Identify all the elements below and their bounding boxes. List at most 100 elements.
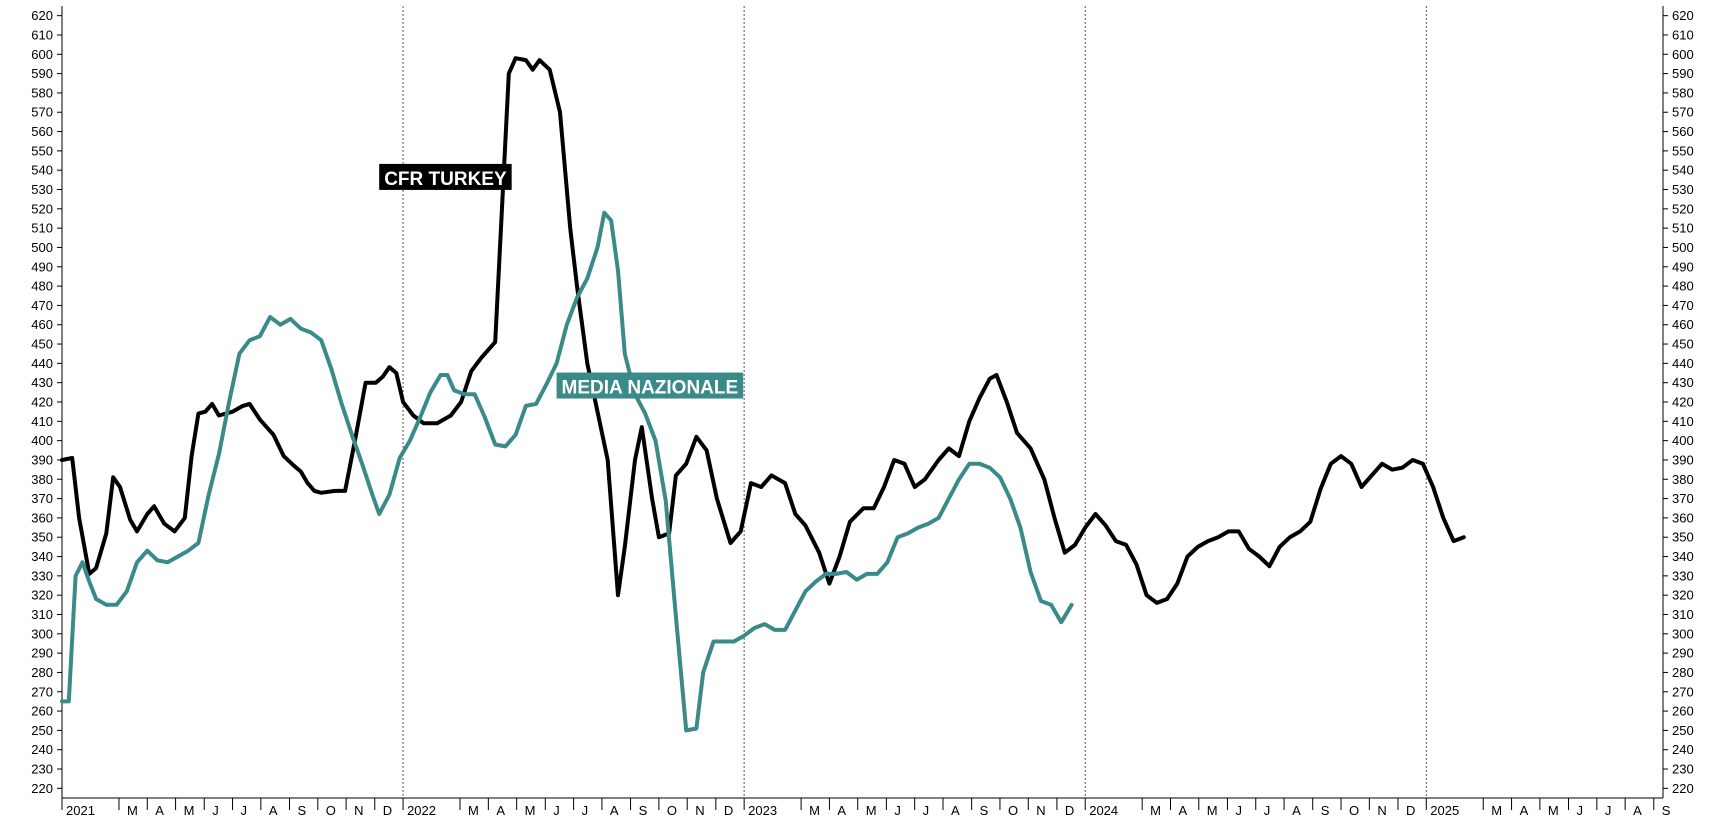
y-tick-label-left: 330: [31, 568, 53, 583]
series-label-text: MEDIA NAZIONALE: [562, 378, 739, 399]
y-tick-label-left: 260: [31, 704, 53, 719]
y-tick-label-left: 590: [31, 66, 53, 81]
y-tick-label-right: 530: [1672, 182, 1694, 197]
y-tick-label-right: 240: [1672, 742, 1694, 757]
x-month-label: M: [468, 803, 479, 818]
y-tick-label-right: 380: [1672, 472, 1694, 487]
y-tick-label-left: 350: [31, 530, 53, 545]
x-month-label: J: [1605, 803, 1612, 818]
x-month-label: M: [866, 803, 877, 818]
y-tick-label-right: 570: [1672, 105, 1694, 120]
x-month-label: M: [127, 803, 138, 818]
y-tick-label-left: 580: [31, 85, 53, 100]
y-tick-label-left: 620: [31, 8, 53, 23]
x-month-label: J: [894, 803, 901, 818]
x-year-label: 2022: [407, 803, 436, 818]
x-axis: 2021 M A M J J A S O N D 2022 M A M J J A S O N D 2023 M A M J J A S O…: [61, 798, 1671, 818]
x-year-label: 2021: [66, 803, 95, 818]
y-tick-label-left: 270: [31, 684, 53, 699]
x-month-label: O: [1349, 803, 1359, 818]
y-tick-label-left: 290: [31, 646, 53, 661]
y-tick-label-left: 230: [31, 762, 53, 777]
x-month-label: N: [354, 803, 363, 818]
y-tick-label-right: 230: [1672, 762, 1694, 777]
y-tick-label-right: 470: [1672, 298, 1694, 313]
x-month-label: O: [1008, 803, 1018, 818]
y-tick-label-right: 560: [1672, 124, 1694, 139]
series-label-text: CFR TURKEY: [384, 169, 507, 190]
x-month-label: M: [1548, 803, 1559, 818]
series-label-box: [556, 372, 744, 399]
y-tick-label-right: 440: [1672, 356, 1694, 371]
series-labels: CFR TURKEY MEDIA NAZIONALE: [379, 163, 744, 399]
series-line-0: [60, 56, 1466, 605]
x-month-label: M: [184, 803, 195, 818]
y-tick-label-left: 300: [31, 626, 53, 641]
y-tick-label-right: 430: [1672, 375, 1694, 390]
x-month-label: M: [809, 803, 820, 818]
series-label-1: MEDIA NAZIONALE: [556, 372, 744, 399]
y-tick-label-left: 320: [31, 588, 53, 603]
x-month-label: A: [269, 803, 278, 818]
x-month-label: J: [923, 803, 930, 818]
y-tick-label-left: 400: [31, 433, 53, 448]
y-tick-label-right: 360: [1672, 510, 1694, 525]
x-month-label: A: [610, 803, 619, 818]
y-tick-label-left: 480: [31, 279, 53, 294]
x-month-label: N: [695, 803, 704, 818]
y-tick-label-right: 600: [1672, 47, 1694, 62]
y-tick-label-left: 280: [31, 665, 53, 680]
y-tick-label-right: 450: [1672, 337, 1694, 352]
y-tick-label-left: 220: [31, 781, 53, 796]
y-tick-label-left: 250: [31, 723, 53, 738]
y-tick-label-left: 370: [31, 491, 53, 506]
x-month-label: A: [1292, 803, 1301, 818]
y-tick-label-right: 270: [1672, 684, 1694, 699]
y-tick-label-left: 410: [31, 414, 53, 429]
y-tick-label-right: 290: [1672, 646, 1694, 661]
y-tick-label-right: 340: [1672, 549, 1694, 564]
y-tick-label-left: 530: [31, 182, 53, 197]
y-tick-label-right: 390: [1672, 452, 1694, 467]
x-month-label: M: [1207, 803, 1218, 818]
x-month-label: S: [297, 803, 306, 818]
y-tick-label-right: 370: [1672, 491, 1694, 506]
y-tick-label-right: 250: [1672, 723, 1694, 738]
y-tick-label-right: 320: [1672, 588, 1694, 603]
x-month-label: J: [212, 803, 219, 818]
y-tick-label-right: 480: [1672, 279, 1694, 294]
x-month-label: J: [1235, 803, 1242, 818]
x-month-label: J: [1264, 803, 1271, 818]
y-tick-label-right: 400: [1672, 433, 1694, 448]
year-gridlines: [402, 6, 1427, 798]
x-month-label: O: [326, 803, 336, 818]
y-tick-label-left: 540: [31, 163, 53, 178]
y-tick-label-right: 510: [1672, 221, 1694, 236]
plot-frame: [61, 6, 1664, 799]
y-tick-label-right: 300: [1672, 626, 1694, 641]
y-tick-label-left: 510: [31, 221, 53, 236]
y-tick-label-left: 420: [31, 395, 53, 410]
y-tick-label-right: 260: [1672, 704, 1694, 719]
y-axis-left: 220 230 240 250 260 270 280 290 300 310 320 330 340 3…: [31, 8, 62, 796]
x-year-label: 2025: [1430, 803, 1459, 818]
x-month-label: M: [525, 803, 536, 818]
x-month-label: J: [582, 803, 589, 818]
x-month-label: O: [667, 803, 677, 818]
x-month-label: S: [1321, 803, 1330, 818]
y-tick-label-left: 240: [31, 742, 53, 757]
y-tick-label-left: 390: [31, 452, 53, 467]
y-tick-label-left: 450: [31, 337, 53, 352]
y-tick-label-right: 280: [1672, 665, 1694, 680]
series-lines: [60, 56, 1466, 733]
x-month-label: A: [155, 803, 164, 818]
x-month-label: N: [1036, 803, 1045, 818]
y-tick-label-left: 560: [31, 124, 53, 139]
x-month-label: S: [639, 803, 648, 818]
y-tick-label-left: 490: [31, 259, 53, 274]
y-tick-label-right: 520: [1672, 201, 1694, 216]
x-year-label: 2023: [748, 803, 777, 818]
x-month-label: J: [553, 803, 560, 818]
y-tick-label-left: 310: [31, 607, 53, 622]
